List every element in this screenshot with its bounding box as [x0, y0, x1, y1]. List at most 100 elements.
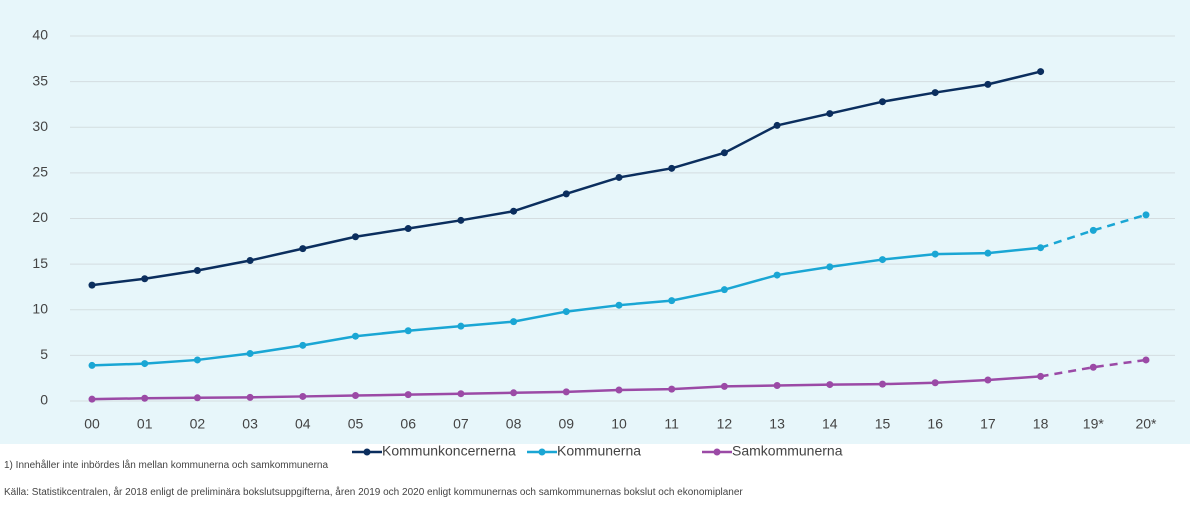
- point: [826, 263, 834, 271]
- point: [773, 121, 781, 129]
- point: [615, 386, 623, 394]
- point: [826, 110, 834, 118]
- point: [984, 80, 992, 88]
- point: [457, 390, 465, 398]
- point: [1037, 372, 1045, 380]
- point: [299, 392, 307, 400]
- y-tick-label: 10: [32, 300, 48, 316]
- x-tick-label: 20*: [1135, 416, 1157, 432]
- point: [510, 207, 518, 215]
- y-tick-label: 5: [40, 346, 48, 362]
- point: [193, 394, 201, 402]
- point: [1142, 356, 1150, 364]
- x-tick-label: 03: [242, 416, 258, 432]
- point: [193, 356, 201, 364]
- point: [457, 216, 465, 224]
- x-tick-label: 10: [611, 416, 627, 432]
- point: [1089, 226, 1097, 234]
- point: [668, 164, 676, 172]
- point: [720, 149, 728, 157]
- x-tick-label: 12: [717, 416, 733, 432]
- point: [246, 350, 254, 358]
- series-line: [1040, 213, 1147, 249]
- x-tick-label: 15: [875, 416, 891, 432]
- point: [510, 389, 518, 397]
- point: [615, 301, 623, 309]
- point: [404, 327, 412, 335]
- x-tick-label: 18: [1033, 416, 1049, 432]
- x-tick-label: 01: [137, 416, 153, 432]
- point: [668, 297, 676, 305]
- x-tick-label: 05: [348, 416, 364, 432]
- point: [668, 385, 676, 393]
- series-line: [1040, 358, 1147, 378]
- x-tick-label: 02: [190, 416, 206, 432]
- legend-label: Samkommunerna: [732, 443, 843, 459]
- point: [562, 308, 570, 316]
- point: [1037, 244, 1045, 252]
- y-tick-label: 20: [32, 209, 48, 225]
- point: [510, 318, 518, 326]
- y-tick-label: 0: [40, 392, 48, 408]
- point: [562, 190, 570, 198]
- x-tick-label: 06: [400, 416, 416, 432]
- point: [246, 256, 254, 264]
- legend-label: Kommunkoncernerna: [382, 443, 516, 459]
- legend-label: Kommunerna: [557, 443, 641, 459]
- point: [773, 381, 781, 389]
- legend-marker: [713, 448, 721, 456]
- point: [299, 245, 307, 253]
- point: [352, 392, 359, 400]
- y-tick-label: 25: [32, 164, 48, 180]
- point: [879, 380, 886, 388]
- x-tick-label: 00: [84, 416, 100, 432]
- source: Källa: Statistikcentralen, år 2018 enlig…: [4, 486, 743, 498]
- point: [141, 275, 149, 283]
- point: [1142, 211, 1150, 219]
- point: [879, 98, 886, 106]
- point: [246, 393, 254, 401]
- point: [1089, 363, 1097, 371]
- x-tick-label: 16: [927, 416, 943, 432]
- x-tick-label: 11: [664, 416, 679, 432]
- legend-marker: [538, 448, 546, 456]
- point: [352, 233, 359, 241]
- x-tick-label: 08: [506, 416, 522, 432]
- x-tick-label: 19*: [1083, 416, 1105, 432]
- y-tick-label: 40: [32, 27, 48, 43]
- point: [193, 267, 201, 275]
- point: [931, 250, 939, 258]
- y-tick-label: 35: [32, 72, 48, 88]
- point: [88, 361, 96, 369]
- point: [931, 89, 939, 97]
- point: [984, 376, 992, 384]
- point: [984, 249, 992, 257]
- point: [773, 271, 781, 279]
- point: [615, 173, 623, 181]
- point: [352, 332, 359, 340]
- x-tick-label: 17: [980, 416, 996, 432]
- x-tick-label: 07: [453, 416, 469, 432]
- plot-background: [0, 0, 1190, 444]
- point: [1037, 68, 1045, 76]
- point: [404, 225, 412, 233]
- point: [404, 391, 412, 399]
- point: [879, 256, 886, 264]
- y-tick-label: 30: [32, 118, 48, 134]
- point: [931, 379, 939, 387]
- point: [141, 394, 149, 402]
- point: [88, 395, 96, 403]
- point: [720, 286, 728, 294]
- point: [141, 360, 149, 368]
- x-tick-label: 14: [822, 416, 838, 432]
- point: [826, 381, 834, 389]
- point: [299, 341, 307, 349]
- point: [720, 382, 728, 390]
- x-tick-label: 09: [559, 416, 575, 432]
- x-tick-label: 04: [295, 416, 311, 432]
- point: [562, 388, 570, 396]
- legend-marker: [363, 448, 371, 456]
- x-tick-label: 13: [769, 416, 785, 432]
- y-tick-label: 15: [32, 255, 48, 271]
